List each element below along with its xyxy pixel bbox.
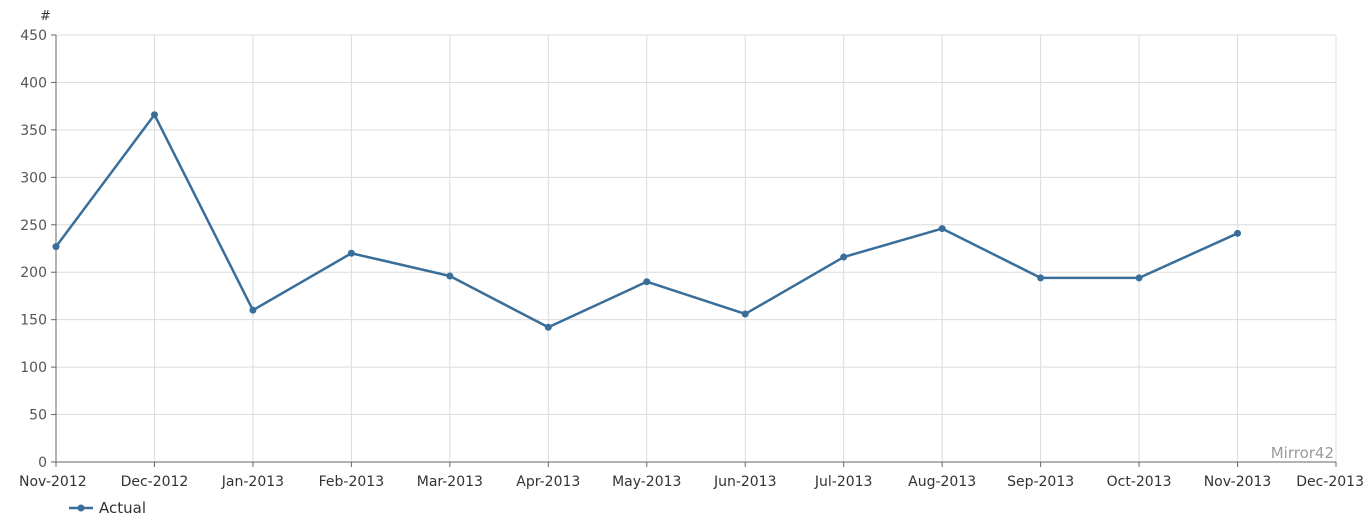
y-tick-label: 200: [20, 265, 47, 281]
x-tick-label: Aug-2013: [908, 474, 976, 490]
data-point[interactable]: [938, 225, 946, 233]
grid: [55, 34, 1337, 463]
data-point[interactable]: [1037, 274, 1045, 282]
y-tick-label: 450: [20, 28, 47, 44]
x-tick-label: Jun-2013: [713, 474, 777, 490]
x-tick-label: Jul-2013: [814, 474, 873, 490]
x-tick-label: May-2013: [612, 474, 681, 490]
series: [52, 111, 1242, 331]
data-point[interactable]: [544, 323, 552, 331]
x-axis-ticks: Nov-2012 Dec-2012 Jan-2013 Feb-2013 Mar-2013…: [19, 474, 1364, 490]
data-point[interactable]: [150, 111, 158, 119]
data-point[interactable]: [1135, 274, 1143, 282]
axes: [51, 34, 1337, 467]
x-tick-label: Nov-2012: [19, 474, 87, 490]
y-tick-label: 150: [20, 313, 47, 329]
x-tick-label: Apr-2013: [516, 474, 580, 490]
y-tick-label: 0: [38, 455, 47, 471]
legend-label-actual: Actual: [99, 499, 146, 516]
x-tick-label: Nov-2013: [1204, 474, 1272, 490]
data-point[interactable]: [52, 243, 60, 251]
x-tick-label: Dec-2013: [1296, 474, 1364, 490]
y-tick-label: 300: [20, 170, 47, 186]
data-point[interactable]: [347, 249, 355, 257]
y-tick-label: 100: [20, 360, 47, 376]
y-axis-ticks: 0 50 100 150 200 250 300 350 400 450: [20, 28, 47, 471]
x-tick-label: Feb-2013: [319, 474, 384, 490]
y-tick-label: 50: [29, 408, 47, 424]
y-axis-label: #: [40, 9, 51, 24]
x-tick-label: Oct-2013: [1107, 474, 1172, 490]
data-point[interactable]: [249, 306, 257, 314]
y-tick-label: 400: [20, 75, 47, 91]
x-tick-label: Mar-2013: [417, 474, 483, 490]
legend-marker-icon: [77, 504, 85, 512]
watermark: Mirror42: [1271, 444, 1334, 462]
data-point[interactable]: [741, 310, 749, 318]
data-point[interactable]: [643, 278, 651, 286]
x-tick-label: Dec-2012: [121, 474, 189, 490]
data-point[interactable]: [1234, 229, 1242, 237]
y-tick-label: 250: [20, 218, 47, 234]
legend[interactable]: Actual: [69, 499, 146, 516]
data-point[interactable]: [446, 272, 454, 280]
x-tick-label: Jan-2013: [221, 474, 284, 490]
data-point[interactable]: [840, 253, 848, 261]
y-tick-label: 350: [20, 123, 47, 139]
x-tick-label: Sep-2013: [1007, 474, 1074, 490]
